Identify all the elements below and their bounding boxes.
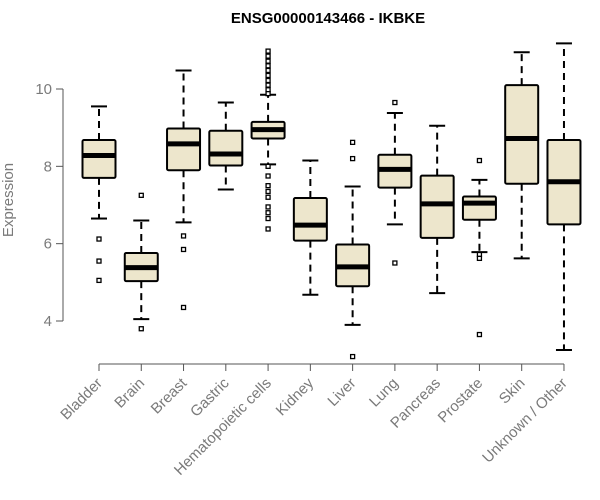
outlier-point <box>265 173 271 179</box>
x-tick-label: Prostate <box>435 375 487 427</box>
outlier-point <box>476 255 483 262</box>
outlier-point <box>265 48 271 54</box>
box-brain <box>123 192 159 332</box>
outlier-point <box>265 72 271 79</box>
outlier-point <box>180 246 187 253</box>
outlier-point <box>265 188 271 195</box>
box-iqr <box>292 197 328 242</box>
outlier-point <box>265 226 271 232</box>
box-iqr <box>461 195 497 221</box>
outlier-point <box>265 163 271 169</box>
box-bladder <box>81 105 117 284</box>
outlier-point <box>265 53 271 59</box>
box-breast <box>166 69 202 311</box>
outlier-point <box>180 304 187 311</box>
y-tick-label: 4 <box>44 313 52 330</box>
x-tick-label: Skin <box>496 375 529 408</box>
outlier-point <box>265 58 271 64</box>
outlier-point <box>180 233 187 239</box>
box-iqr <box>419 174 455 239</box>
y-axis-label: Expression <box>0 163 17 237</box>
box-lung <box>377 99 413 266</box>
box-skin <box>504 51 540 260</box>
box-liver <box>335 139 371 360</box>
outlier-point <box>476 157 483 164</box>
outlier-point <box>96 258 102 264</box>
box-iqr <box>504 84 540 185</box>
y-tick-label: 8 <box>44 158 52 175</box>
outlier-point <box>265 210 271 216</box>
outlier-point <box>265 90 271 97</box>
box-iqr <box>208 129 244 167</box>
outlier-point <box>392 99 398 106</box>
x-tick-label: Brain <box>111 375 148 412</box>
x-tick-label: Kidney <box>273 374 318 419</box>
box-iqr <box>166 127 202 172</box>
outlier-point <box>265 82 271 88</box>
y-tick-label: 10 <box>35 81 52 98</box>
outlier-point <box>392 260 398 266</box>
outlier-point <box>265 77 271 84</box>
box-gastric <box>208 101 244 191</box>
outlier-point <box>265 183 271 189</box>
outlier-point <box>265 215 271 222</box>
outlier-point <box>265 63 271 69</box>
box-kidney <box>292 159 328 296</box>
outlier-point <box>138 326 144 332</box>
outlier-point <box>349 353 356 360</box>
outlier-point <box>96 236 102 242</box>
x-tick-label: Bladder <box>57 375 106 424</box>
outlier-point <box>349 155 356 162</box>
outlier-point <box>349 139 356 146</box>
chart-title: ENSG00000143466 - IKBKE <box>231 10 425 27</box>
box-pancreas <box>419 124 455 295</box>
outlier-point <box>476 331 483 338</box>
x-tick-label: Liver <box>324 375 359 410</box>
outlier-point <box>265 67 271 74</box>
outlier-point <box>265 194 271 200</box>
x-tick-label: Lung <box>366 375 402 411</box>
box-unknown-other <box>546 42 582 351</box>
outlier-point <box>265 204 271 210</box>
y-axis: 4 6 8 10 <box>35 81 64 330</box>
x-tick-label: Breast <box>148 374 191 417</box>
box-series <box>81 42 582 360</box>
box-prostate <box>461 157 497 338</box>
outlier-point <box>138 192 144 198</box>
outlier-point <box>96 277 102 284</box>
box-iqr <box>81 139 117 179</box>
y-tick-label: 6 <box>44 236 52 253</box>
box-hematopoietic-cells <box>250 48 286 232</box>
